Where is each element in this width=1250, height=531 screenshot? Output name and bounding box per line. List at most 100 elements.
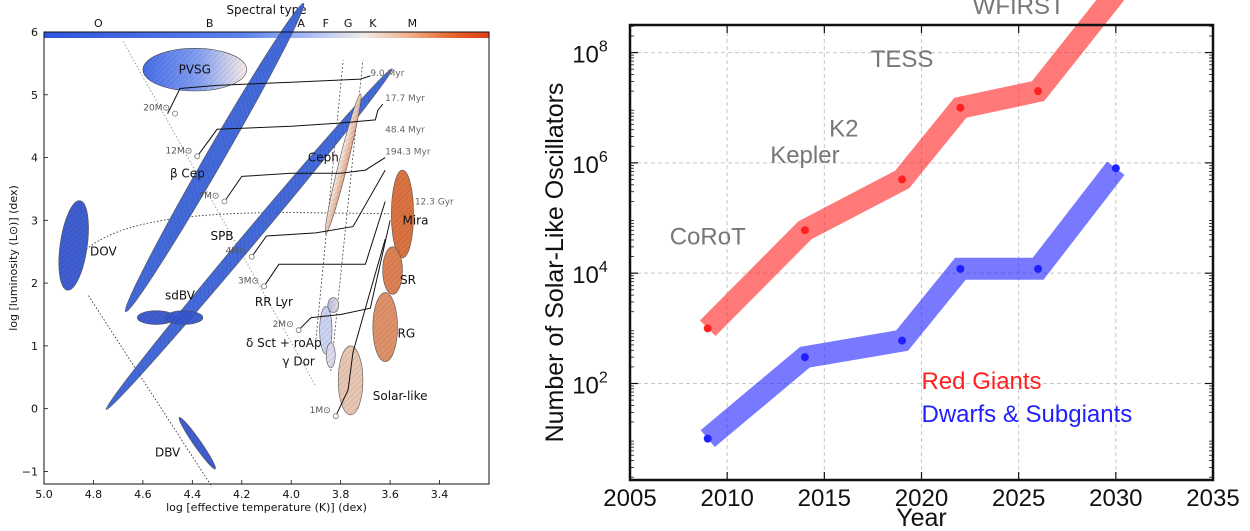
evolutionary-track: [224, 157, 386, 202]
spectral-type-label: A: [297, 17, 305, 30]
spectral-type-label: G: [344, 17, 353, 30]
mass-marker: [261, 283, 267, 290]
mission-label: K2: [829, 116, 858, 143]
region-hatch: [325, 93, 362, 234]
x-tick-label: 2020: [895, 485, 948, 512]
region-hatch: [338, 345, 363, 415]
x-tick-label: 4.0: [282, 488, 300, 501]
legend-dwarfs-subgiants: Dwarfs & Subgiants: [922, 401, 1133, 428]
y-tick-label: 2: [31, 277, 38, 290]
evolutionary-track: [196, 103, 384, 157]
spectral-color-bar: [44, 32, 489, 38]
data-point: [703, 434, 712, 443]
x-tick-label: 3.6: [381, 488, 399, 501]
region-hatch: [391, 170, 414, 258]
age-label: 9.0 Myr: [370, 69, 404, 79]
spectral-type-label: O: [94, 17, 103, 30]
x-tick-label: 4.6: [134, 488, 152, 501]
region-hatch: [164, 310, 203, 325]
mass-marker: [194, 153, 201, 160]
y-axis-label: log [luminosity (L⊙)] (dex): [7, 185, 20, 331]
spectral-type-label: F: [323, 17, 329, 30]
hr-diagram-panel: Spectral type O B A F G K M PVSG β Cep SPB DOV sdBV D…: [0, 0, 500, 527]
region-label: PVSG: [179, 63, 211, 77]
hr-plot-frame: [43, 31, 490, 485]
data-point: [956, 264, 965, 273]
instability-strip-blue-edge: [315, 60, 344, 340]
y-tick-label: 104: [572, 259, 608, 289]
y-tick-base: 10: [572, 152, 599, 179]
age-label: 194.3 Myr: [385, 147, 431, 157]
data-point: [703, 324, 712, 333]
mission-label: CoRoT: [670, 224, 746, 251]
spectral-type-label: B: [206, 17, 214, 30]
spectral-type-label: K: [369, 17, 377, 30]
region-hatch: [327, 297, 339, 313]
mass-marker: [295, 327, 302, 334]
y-tick-label: 0: [31, 403, 38, 416]
data-point: [1111, 164, 1120, 173]
data-point: [956, 103, 965, 112]
mass-marker: [172, 110, 178, 117]
region-label: Ceph: [308, 151, 339, 165]
mass-label: 12M⊙: [166, 146, 193, 156]
evolutionary-track: [251, 169, 386, 257]
x-tick-label: 4.2: [233, 488, 251, 501]
age-label: 12.3 Gyr: [415, 198, 454, 208]
data-point: [1034, 87, 1043, 96]
evolutionary-track: [335, 239, 386, 417]
region-label: SR: [400, 273, 416, 287]
region-label: Mira: [402, 213, 428, 227]
mass-marker: [221, 198, 228, 205]
mass-marker: [248, 253, 255, 260]
mission-label: TESS: [871, 46, 934, 73]
y-tick-label: 102: [572, 369, 608, 399]
y-tick-exponent: 2: [599, 369, 608, 386]
evolutionary-track: [298, 220, 391, 331]
y-tick-label: 5: [31, 89, 38, 102]
mission-label: WFIRST: [973, 0, 1065, 20]
region-hatch: [372, 292, 398, 362]
data-point: [1034, 264, 1043, 273]
x-tick-label: 2010: [700, 485, 753, 512]
white-dwarf-cooling-track: [83, 212, 415, 253]
x-tick-label: 2030: [1089, 485, 1142, 512]
y-tick-exponent: 6: [599, 149, 608, 166]
y-tick-label: 3: [31, 214, 38, 227]
mission-label: Kepler: [770, 142, 839, 169]
x-tick-label: 2035: [1186, 485, 1239, 512]
y-axis-label: Number of Solar-Like Oscillators: [541, 83, 569, 443]
y-tick-label: 6: [31, 26, 38, 39]
data-point: [800, 226, 809, 235]
region-hatch: [319, 306, 333, 355]
x-tick-label: 5.0: [35, 488, 53, 501]
x-tick-label: 3.8: [332, 488, 350, 501]
spectral-type-label: M: [408, 17, 418, 30]
mass-marker: [332, 413, 339, 420]
evolutionary-track: [263, 201, 386, 287]
x-axis-label: Year: [896, 504, 947, 527]
y-tick-base: 10: [572, 372, 599, 399]
region-hatch: [137, 310, 176, 325]
x-tick-label: 2025: [992, 485, 1045, 512]
region-label: sdBV: [165, 289, 196, 303]
y-tick-label: 1: [31, 340, 38, 353]
data-point: [898, 336, 907, 345]
legend-red-giants: Red Giants: [922, 368, 1042, 395]
y-tick-label: 4: [31, 152, 38, 165]
x-tick-label: 4.8: [85, 488, 103, 501]
region-label: RG: [398, 326, 416, 340]
region-label: RR Lyr: [255, 295, 293, 309]
x-axis-label: log [effective temperature (K)] (dex): [166, 501, 367, 514]
region-hatch: [58, 200, 89, 291]
asteroseismology-panel: CoRoTKeplerK2TESSWFIRSTPLATORed GiantsDw…: [525, 0, 1250, 531]
data-point: [800, 353, 809, 362]
region-hatch: [326, 342, 336, 368]
y-tick-label: 108: [572, 39, 608, 69]
age-label: 48.4 Myr: [385, 125, 425, 135]
region-label: β Cep: [170, 166, 205, 180]
region-hatch: [125, 3, 304, 312]
series-band-red-giants: [699, 0, 1125, 337]
y-tick-label: 106: [572, 149, 608, 179]
y-tick-label: −1: [22, 465, 38, 478]
